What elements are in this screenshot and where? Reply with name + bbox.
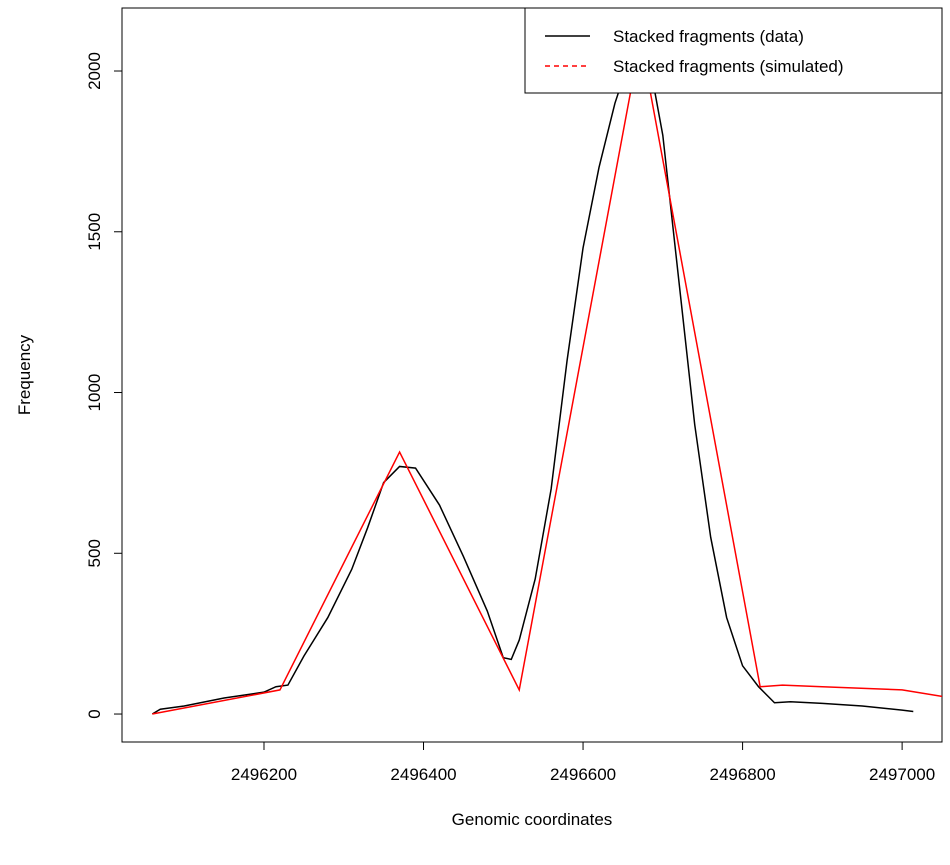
x-tick-label: 2497000	[869, 765, 935, 784]
legend-label: Stacked fragments (simulated)	[613, 57, 844, 76]
x-tick-label: 2496600	[550, 765, 616, 784]
legend-label: Stacked fragments (data)	[613, 27, 804, 46]
legend: Stacked fragments (data) Stacked fragment…	[524, 7, 943, 94]
data-line	[151, 37, 914, 715]
legend-box	[524, 7, 943, 94]
data-line	[152, 38, 942, 715]
y-tick-label: 500	[85, 539, 104, 567]
x-tick-label: 2496800	[709, 765, 775, 784]
plot-frame	[121, 7, 943, 743]
x-tick-label: 2496200	[231, 765, 297, 784]
y-tick-label: 1500	[85, 213, 104, 251]
x-axis-label: Genomic coordinates	[452, 810, 613, 829]
y-axis-label: Frequency	[15, 334, 34, 415]
y-tick-label: 0	[85, 709, 104, 718]
y-tick-label: 2000	[85, 52, 104, 90]
y-tick-label: 1000	[85, 374, 104, 412]
plot-area	[151, 37, 942, 715]
x-tick-label: 2496400	[390, 765, 456, 784]
